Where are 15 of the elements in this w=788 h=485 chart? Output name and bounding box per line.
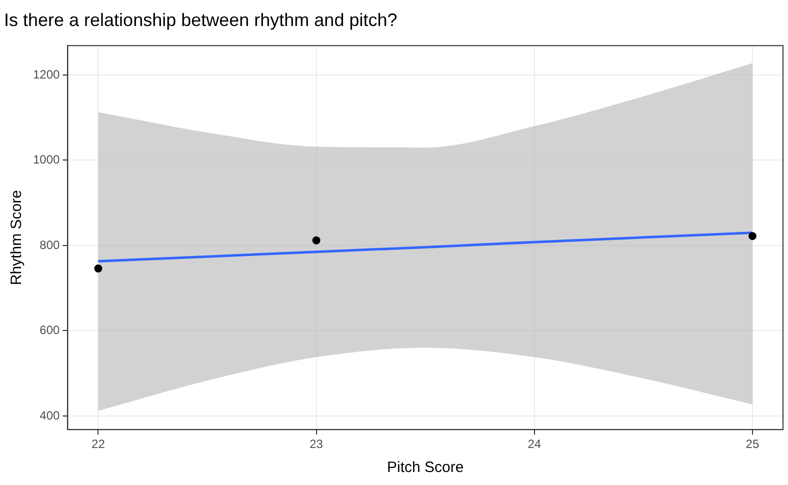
- x-tick-label: 22: [92, 437, 106, 452]
- y-tick-label: 800: [40, 238, 60, 252]
- y-tick-label: 1200: [32, 67, 60, 82]
- point: [748, 232, 756, 240]
- point: [312, 236, 320, 244]
- y-tick-label: 600: [40, 323, 60, 338]
- x-tick-label: 23: [310, 437, 324, 452]
- point: [94, 264, 102, 272]
- chart-title: Is there a relationship between rhythm and pitch?: [4, 10, 398, 30]
- x-tick-label: 24: [528, 437, 542, 452]
- x-axis-title: Pitch Score: [386, 459, 464, 476]
- y-tick-label: 1000: [32, 152, 60, 167]
- x-tick-label: 25: [746, 437, 760, 452]
- y-tick-label: 400: [40, 408, 60, 422]
- y-axis-title: Rhythm Score: [8, 190, 26, 286]
